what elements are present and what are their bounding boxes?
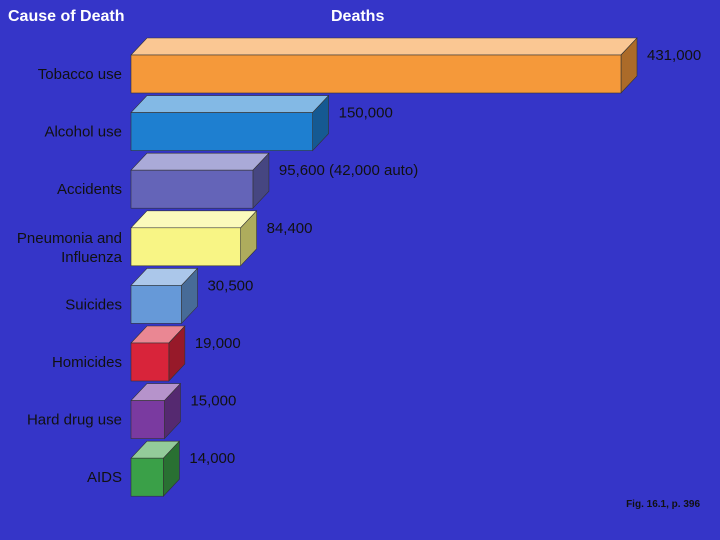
value-label-tobacco-use: 431,000 [647,47,701,64]
category-label-tobacco-use: Tobacco use [38,66,122,83]
bar-pneumonia-and-influenza [130,227,241,267]
bar-homicides [130,342,170,382]
value-label-alcohol-use: 150,000 [339,105,393,122]
deaths-header: Deaths [331,8,385,25]
value-label-pneumonia-and-influenza: 84,400 [267,220,313,237]
bar-alcohol-use [130,112,313,151]
category-label-hard-drug-use: Hard drug use [27,412,122,429]
category-label-pneumonia-and-influenza: Pneumonia and Influenza [17,230,123,266]
bar-top-accidents [130,152,270,171]
category-label-aids: AIDS [87,469,122,486]
value-label-suicides: 30,500 [207,277,253,294]
bar-top-tobacco-use [130,37,638,56]
cause-of-death-header: Cause of Death [8,8,125,25]
bar-accidents [130,169,254,209]
bar-top-alcohol-use [130,95,330,113]
bar-tobacco-use [130,54,622,94]
value-label-homicides: 19,000 [195,335,241,352]
value-label-accidents: 95,600 (42,000 auto) [279,162,418,179]
category-label-suicides: Suicides [65,296,122,313]
bar-suicides [130,285,182,324]
category-label-alcohol-use: Alcohol use [44,124,122,141]
category-label-accidents: Accidents [57,181,122,198]
value-label-aids: 14,000 [189,450,235,467]
bar-aids [130,457,164,497]
bar-top-pneumonia-and-influenza [130,210,258,229]
value-label-hard-drug-use: 15,000 [190,393,236,410]
category-label-homicides: Homicides [52,354,122,371]
figure-caption: Fig. 16.1, p. 396 [626,499,700,510]
bar-hard-drug-use [130,400,165,439]
